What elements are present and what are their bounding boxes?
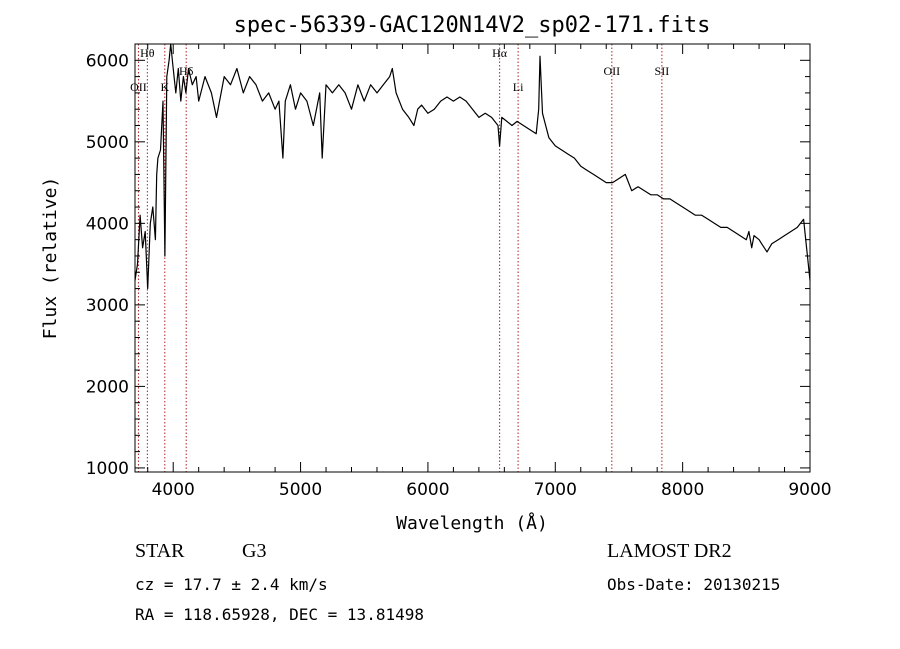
chart-title: spec-56339-GAC120N14V2_sp02-171.fits bbox=[234, 13, 711, 38]
marker-label: K bbox=[160, 80, 169, 94]
object-class: STAR bbox=[135, 540, 185, 562]
y-tick-label: 4000 bbox=[86, 214, 129, 234]
plot-frame bbox=[134, 43, 811, 473]
marker-label: OII bbox=[603, 64, 620, 78]
survey-name: LAMOST DR2 bbox=[607, 540, 732, 562]
y-tick-label: 5000 bbox=[86, 133, 129, 153]
marker-label: Hδ bbox=[179, 64, 194, 78]
marker-lines bbox=[137, 44, 663, 472]
sky-coordinates: RA = 118.65928, DEC = 13.81498 bbox=[135, 605, 424, 624]
marker-label: OII bbox=[130, 80, 147, 94]
series-group bbox=[134, 43, 811, 290]
marker-labels: OII Hθ K Hδ Hα Li OII SII bbox=[130, 46, 669, 94]
x-tick-label: 5000 bbox=[279, 480, 322, 500]
object-subclass: G3 bbox=[242, 540, 267, 562]
spectrum-line bbox=[134, 43, 811, 290]
marker-label: SII bbox=[655, 64, 670, 78]
marker-label: Hα bbox=[492, 46, 508, 60]
y-tick-label: 3000 bbox=[86, 296, 129, 316]
x-tick-label: 4000 bbox=[152, 480, 195, 500]
y-axis-label: Flux (relative) bbox=[40, 177, 61, 340]
observation-date: Obs-Date: 20130215 bbox=[607, 575, 781, 594]
x-axis-label: Wavelength (Å) bbox=[396, 512, 548, 534]
x-tick-label: 9000 bbox=[788, 480, 831, 500]
x-tick-label: 8000 bbox=[661, 480, 704, 500]
y-tick-label: 1000 bbox=[86, 459, 129, 479]
x-tick-label: 7000 bbox=[534, 480, 577, 500]
y-axis: 1000 2000 3000 4000 5000 6000 bbox=[86, 51, 810, 479]
redshift-cz: cz = 17.7 ± 2.4 km/s bbox=[135, 575, 328, 594]
y-tick-label: 6000 bbox=[86, 51, 129, 71]
x-axis: 4000 5000 6000 7000 8000 9000 bbox=[147, 44, 832, 500]
marker-label: Li bbox=[513, 80, 524, 94]
y-tick-label: 2000 bbox=[86, 377, 129, 397]
marker-label: Hθ bbox=[140, 46, 155, 60]
x-tick-label: 6000 bbox=[406, 480, 449, 500]
